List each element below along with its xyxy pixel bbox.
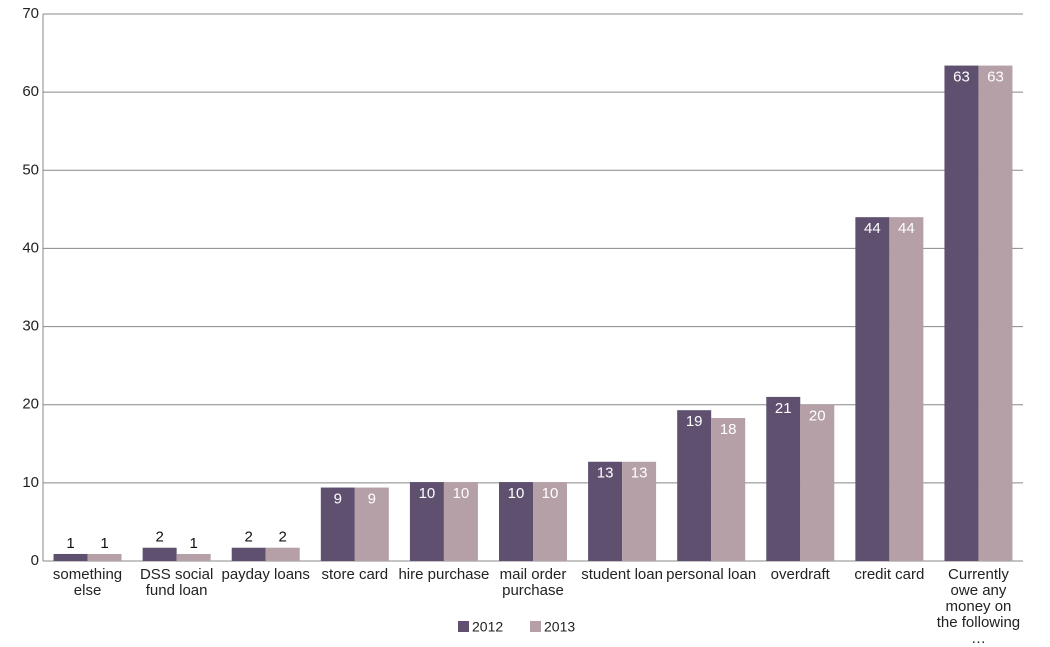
bar: [499, 482, 533, 561]
bar: [677, 410, 712, 561]
y-tick-label: 30: [22, 318, 39, 335]
data-label: 2: [155, 529, 163, 546]
bar: [409, 482, 444, 561]
y-tick-label: 0: [31, 552, 39, 569]
data-label: 20: [809, 408, 826, 425]
data-label: 10: [542, 485, 559, 502]
legend-label: 2012: [472, 619, 503, 635]
data-label: 9: [334, 491, 342, 508]
x-tick-label: credit card: [854, 566, 925, 583]
data-label: 1: [66, 535, 74, 552]
y-tick-label: 60: [22, 83, 39, 100]
data-label: 44: [864, 220, 881, 237]
data-label: 18: [720, 421, 737, 438]
bar: [855, 217, 890, 561]
bar: [944, 65, 979, 562]
data-label: 2: [279, 529, 287, 546]
data-label: 10: [508, 485, 525, 502]
bar: [87, 553, 122, 561]
data-label: 2: [245, 529, 253, 546]
legend-swatch: [458, 621, 469, 632]
bar: [354, 487, 389, 561]
bar: [142, 547, 177, 561]
bar: [800, 404, 835, 561]
y-tick-label: 20: [22, 396, 39, 413]
x-tick-label: student loan: [581, 566, 663, 583]
data-label: 63: [987, 69, 1004, 86]
legend-label: 2013: [544, 619, 575, 635]
data-label: 9: [368, 491, 376, 508]
bar: [231, 547, 266, 561]
bar: [533, 482, 567, 561]
y-tick-label: 40: [22, 239, 39, 256]
x-tick-label: something else: [52, 566, 123, 599]
x-tick-label: personal loan: [666, 566, 757, 583]
y-tick-label: 10: [22, 474, 39, 491]
data-label: 13: [597, 465, 614, 482]
x-tick-label: Currently owe any money on the following…: [936, 566, 1021, 647]
bar: [622, 461, 657, 561]
bar: [889, 217, 924, 561]
legend-swatch: [530, 621, 541, 632]
data-label: 1: [189, 535, 197, 552]
x-tick-label: overdraft: [770, 566, 830, 583]
data-label: 19: [686, 413, 703, 430]
bar: [176, 553, 211, 561]
bar: [711, 417, 746, 561]
x-tick-label: payday loans: [221, 566, 310, 583]
x-tick-label: hire purchase: [398, 566, 490, 583]
data-label: 1: [100, 535, 108, 552]
bar: [588, 461, 623, 561]
y-tick-label: 70: [22, 5, 39, 22]
data-label: 63: [953, 69, 970, 86]
x-tick-label: store card: [321, 566, 389, 583]
data-label: 10: [453, 485, 470, 502]
bar: [978, 65, 1013, 562]
data-label: 44: [898, 220, 915, 237]
bar: [265, 547, 300, 561]
bar: [53, 553, 88, 561]
bar: [320, 487, 355, 561]
y-tick-label: 50: [22, 161, 39, 178]
data-label: 21: [775, 400, 792, 417]
bar: [766, 396, 801, 561]
x-tick-label: mail order purchase: [499, 566, 567, 599]
x-tick-label: DSS social fund loan: [139, 566, 214, 599]
bar: [443, 482, 478, 561]
data-label: 10: [419, 485, 436, 502]
data-label: 13: [631, 465, 648, 482]
